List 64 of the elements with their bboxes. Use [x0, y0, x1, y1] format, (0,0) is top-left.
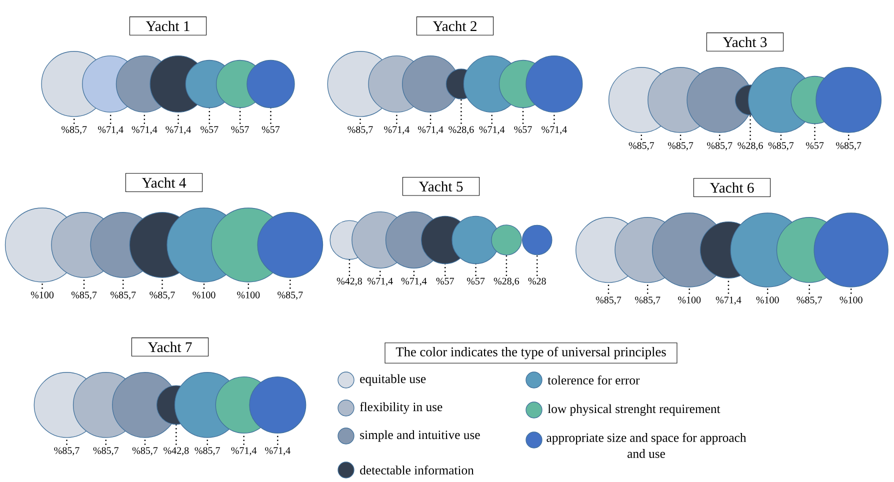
data-label: %71,4 — [384, 126, 410, 134]
data-label: %57 — [806, 142, 824, 149]
category-label: low physical strenght requirement — [548, 404, 720, 416]
data-label: %71,4 — [479, 126, 505, 134]
data-label: %85,7 — [635, 296, 660, 305]
data-label: %85,7 — [596, 296, 622, 305]
data-label: %85,7 — [71, 292, 97, 300]
category-label: appropriate size and space for approach and use — [546, 432, 746, 458]
category-label: simple and intuitive use — [360, 430, 480, 442]
data-label: %57 — [466, 278, 485, 285]
data-label: %71,4 — [166, 126, 192, 134]
data-label: %71,4 — [132, 126, 158, 134]
data-label: %100 — [30, 292, 54, 298]
data-label: %85,7 — [110, 292, 136, 300]
text: Yacht 5 — [418, 181, 463, 192]
text: Yacht 4 — [142, 177, 186, 188]
data-label: %85,7 — [132, 447, 158, 456]
data-label: %85,7 — [62, 126, 87, 134]
text: Yacht 1 — [146, 20, 190, 32]
data-label: %71,4 — [401, 278, 427, 286]
data-label: %28 — [528, 278, 546, 285]
data-label: %71,4 — [716, 296, 742, 305]
data-label: %85,7 — [54, 447, 80, 456]
data-label: %85,7 — [348, 126, 373, 134]
data-label: %100 — [237, 292, 260, 298]
category-label: flexibility in use — [360, 402, 442, 414]
data-label: %85,7 — [93, 447, 118, 456]
data-label: %57 — [231, 126, 249, 133]
data-label: %100 — [840, 296, 862, 304]
text: Yacht 7 — [148, 342, 192, 352]
data-label: %85,7 — [707, 142, 732, 150]
data-label: %85,7 — [768, 142, 794, 150]
data-label: %57 — [436, 278, 454, 285]
legend-title: The color indicates the type of universal principles — [396, 346, 666, 360]
data-label: %100 — [192, 292, 216, 298]
data-label: %57 — [514, 126, 532, 133]
data-label: %71,4 — [418, 126, 444, 134]
data-label: %85,7 — [796, 296, 822, 305]
category-label: detectable information — [360, 465, 474, 475]
data-label: %28,6 — [448, 126, 474, 134]
data-label: %28,6 — [738, 142, 763, 150]
data-label: %100 — [678, 296, 701, 304]
data-label: %85,7 — [836, 142, 862, 150]
data-label: %42,8 — [336, 278, 362, 286]
data-label: %71,4 — [265, 447, 290, 456]
data-label: %71,4 — [98, 126, 124, 134]
category-label: tolerence for error — [548, 375, 640, 385]
data-label: %57 — [200, 126, 218, 133]
text: Yacht 2 — [432, 20, 476, 32]
data-label: %85,7 — [628, 142, 654, 150]
data-label: %85,7 — [668, 142, 694, 150]
category-label: equitable use — [360, 374, 426, 386]
text: Yacht 6 — [710, 182, 754, 193]
text: Yacht 3 — [722, 36, 767, 48]
data-label: %42,8 — [164, 447, 189, 456]
data-label: %100 — [756, 296, 779, 304]
data-label: %71,4 — [368, 278, 393, 286]
data-label: %85,7 — [278, 292, 303, 300]
data-label: %85,7 — [194, 447, 220, 456]
data-label: %28,6 — [494, 278, 520, 286]
data-label: %57 — [262, 126, 280, 133]
data-label: %71,4 — [231, 447, 257, 456]
data-label: %85,7 — [150, 292, 175, 300]
data-label: %71,4 — [542, 126, 567, 134]
